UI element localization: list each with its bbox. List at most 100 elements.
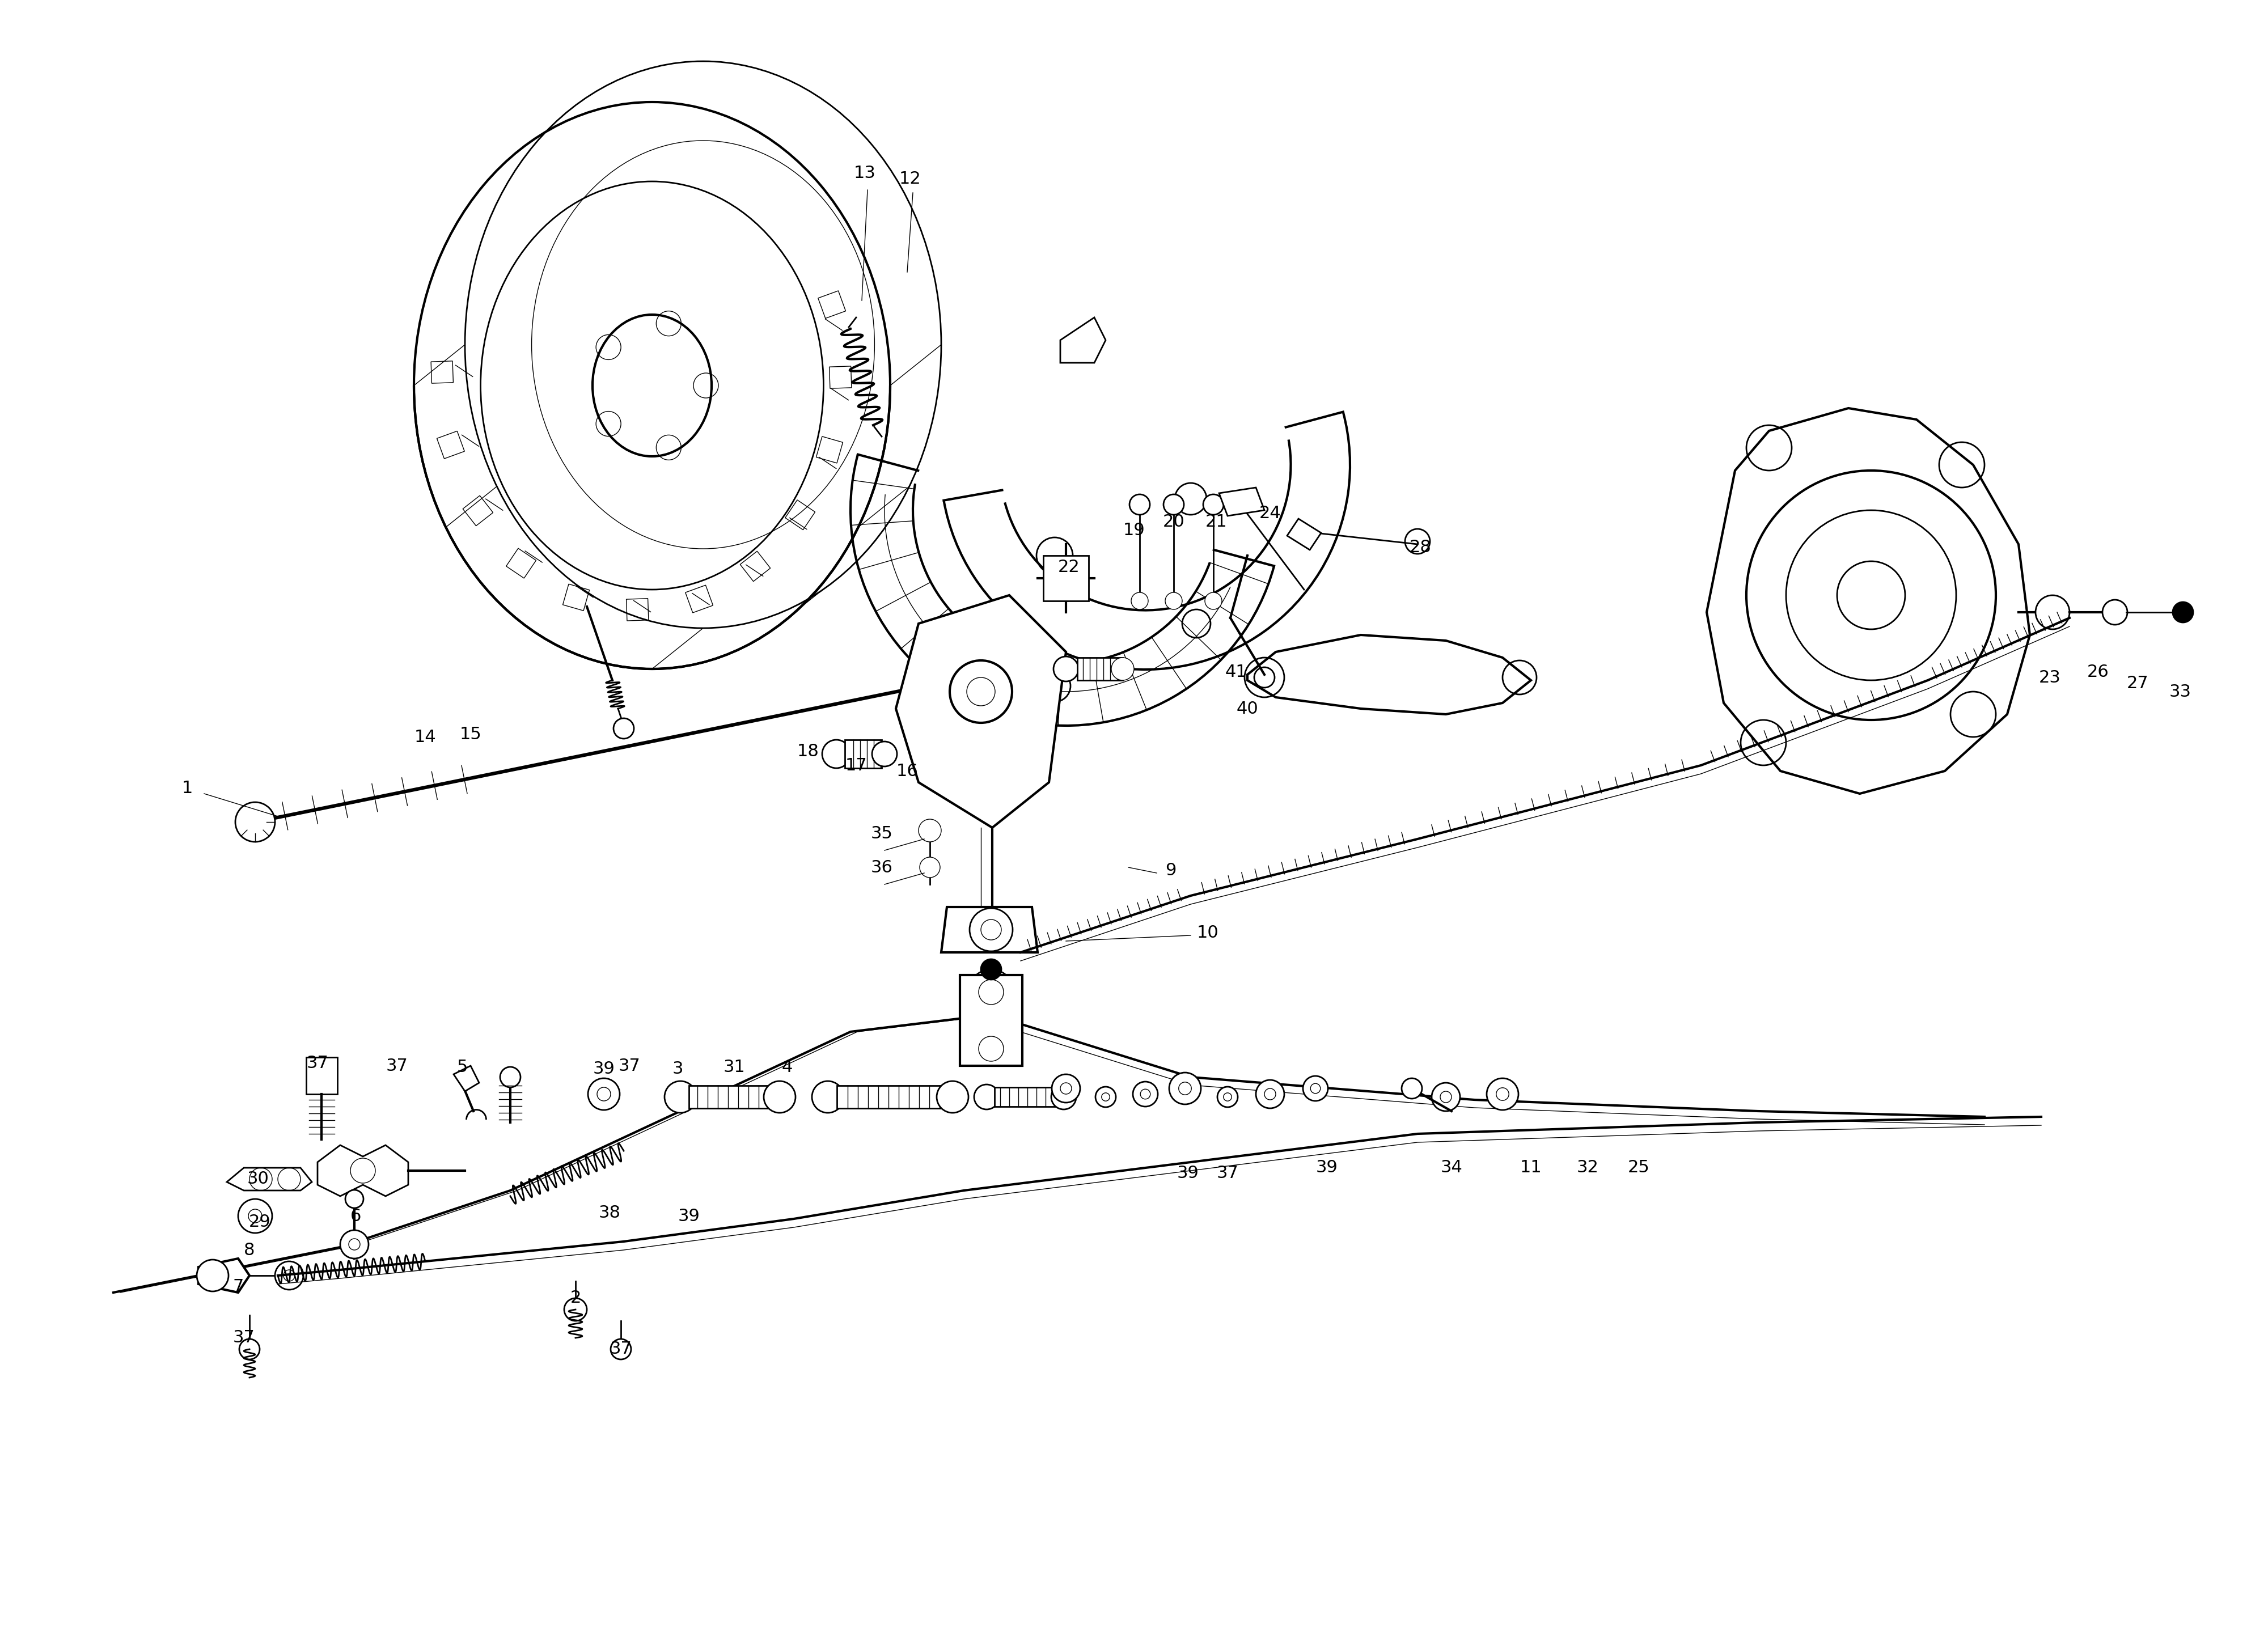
Text: 29: 29 bbox=[249, 1213, 270, 1230]
Bar bbox=[830, 367, 850, 388]
Circle shape bbox=[871, 741, 898, 766]
Text: 24: 24 bbox=[1259, 505, 1281, 521]
Circle shape bbox=[975, 1085, 998, 1110]
Bar bbox=[689, 1085, 780, 1108]
Circle shape bbox=[950, 661, 1012, 723]
Text: 16: 16 bbox=[896, 763, 919, 779]
Bar bbox=[506, 549, 535, 579]
Circle shape bbox=[1254, 667, 1275, 687]
Text: 5: 5 bbox=[456, 1059, 467, 1075]
Polygon shape bbox=[896, 595, 1066, 827]
Circle shape bbox=[1488, 1078, 1520, 1110]
Text: 2: 2 bbox=[569, 1291, 581, 1307]
Circle shape bbox=[1170, 1072, 1202, 1105]
Polygon shape bbox=[1061, 317, 1107, 363]
Circle shape bbox=[1052, 1085, 1077, 1110]
Circle shape bbox=[236, 802, 274, 842]
Bar bbox=[431, 362, 454, 383]
Bar bbox=[438, 431, 465, 459]
Text: 37: 37 bbox=[306, 1055, 329, 1072]
Text: 25: 25 bbox=[1628, 1159, 1649, 1175]
Text: 1: 1 bbox=[181, 779, 193, 796]
Text: 40: 40 bbox=[1236, 700, 1259, 717]
Text: 15: 15 bbox=[460, 727, 481, 743]
Text: 39: 39 bbox=[1315, 1159, 1338, 1175]
Text: 3: 3 bbox=[671, 1060, 683, 1077]
Text: 39: 39 bbox=[678, 1208, 701, 1225]
Circle shape bbox=[1218, 1087, 1238, 1106]
Text: 35: 35 bbox=[871, 825, 894, 842]
Circle shape bbox=[2173, 602, 2193, 623]
Bar bbox=[463, 495, 492, 526]
Circle shape bbox=[1129, 495, 1150, 515]
Polygon shape bbox=[1247, 635, 1531, 713]
Circle shape bbox=[1202, 495, 1225, 515]
Circle shape bbox=[968, 970, 1014, 1014]
Bar bbox=[306, 1057, 338, 1095]
Circle shape bbox=[274, 1261, 304, 1289]
Text: 23: 23 bbox=[2039, 669, 2062, 686]
Text: 33: 33 bbox=[2168, 684, 2191, 700]
Text: 32: 32 bbox=[1576, 1159, 1599, 1175]
Bar bbox=[932, 740, 971, 768]
Circle shape bbox=[1111, 658, 1134, 681]
Bar bbox=[844, 740, 882, 768]
Circle shape bbox=[937, 1082, 968, 1113]
Text: 6: 6 bbox=[352, 1208, 361, 1225]
Bar bbox=[739, 551, 771, 582]
Text: 22: 22 bbox=[1057, 559, 1080, 575]
Bar bbox=[685, 585, 712, 613]
Text: 38: 38 bbox=[599, 1205, 621, 1221]
Circle shape bbox=[2102, 600, 2127, 625]
Bar bbox=[959, 975, 1023, 1065]
Polygon shape bbox=[318, 1146, 408, 1197]
Circle shape bbox=[1052, 1074, 1080, 1103]
Bar bbox=[562, 584, 590, 610]
Bar bbox=[819, 291, 846, 319]
Circle shape bbox=[909, 740, 939, 768]
Polygon shape bbox=[454, 1065, 479, 1092]
Circle shape bbox=[1095, 1087, 1116, 1106]
Text: 39: 39 bbox=[592, 1060, 615, 1077]
Text: 14: 14 bbox=[415, 728, 435, 745]
Polygon shape bbox=[1043, 556, 1089, 602]
Circle shape bbox=[764, 1082, 796, 1113]
Text: 37: 37 bbox=[234, 1330, 254, 1346]
Text: 34: 34 bbox=[1440, 1159, 1463, 1175]
Circle shape bbox=[499, 1067, 522, 1087]
Circle shape bbox=[1746, 470, 1996, 720]
Text: 39: 39 bbox=[1177, 1166, 1200, 1182]
Text: 9: 9 bbox=[1166, 861, 1177, 878]
Circle shape bbox=[345, 1190, 363, 1208]
Text: 41: 41 bbox=[1225, 664, 1247, 681]
Circle shape bbox=[1256, 1080, 1284, 1108]
Text: 4: 4 bbox=[782, 1059, 792, 1075]
Text: 26: 26 bbox=[2087, 664, 2109, 681]
Circle shape bbox=[1163, 495, 1184, 515]
Text: 12: 12 bbox=[898, 171, 921, 187]
Polygon shape bbox=[227, 1167, 313, 1190]
Circle shape bbox=[1837, 561, 1905, 630]
Text: 21: 21 bbox=[1204, 513, 1227, 529]
Circle shape bbox=[821, 740, 850, 768]
Text: 20: 20 bbox=[1163, 513, 1184, 529]
Text: 11: 11 bbox=[1520, 1159, 1542, 1175]
Bar bbox=[785, 500, 814, 529]
Text: 13: 13 bbox=[853, 164, 875, 181]
Circle shape bbox=[1052, 656, 1080, 681]
Circle shape bbox=[1402, 1078, 1422, 1098]
Text: 27: 27 bbox=[2127, 676, 2148, 692]
Circle shape bbox=[959, 741, 984, 766]
Circle shape bbox=[919, 819, 941, 842]
Circle shape bbox=[971, 907, 1012, 952]
Text: 10: 10 bbox=[1198, 924, 1218, 940]
Circle shape bbox=[1431, 1083, 1461, 1111]
Text: 30: 30 bbox=[247, 1171, 270, 1187]
Circle shape bbox=[340, 1230, 367, 1259]
Bar bbox=[626, 598, 649, 621]
Text: 37: 37 bbox=[1216, 1166, 1238, 1182]
Text: 37: 37 bbox=[619, 1057, 640, 1074]
Polygon shape bbox=[1220, 488, 1266, 516]
Circle shape bbox=[980, 958, 1002, 980]
Bar bbox=[1077, 658, 1123, 681]
